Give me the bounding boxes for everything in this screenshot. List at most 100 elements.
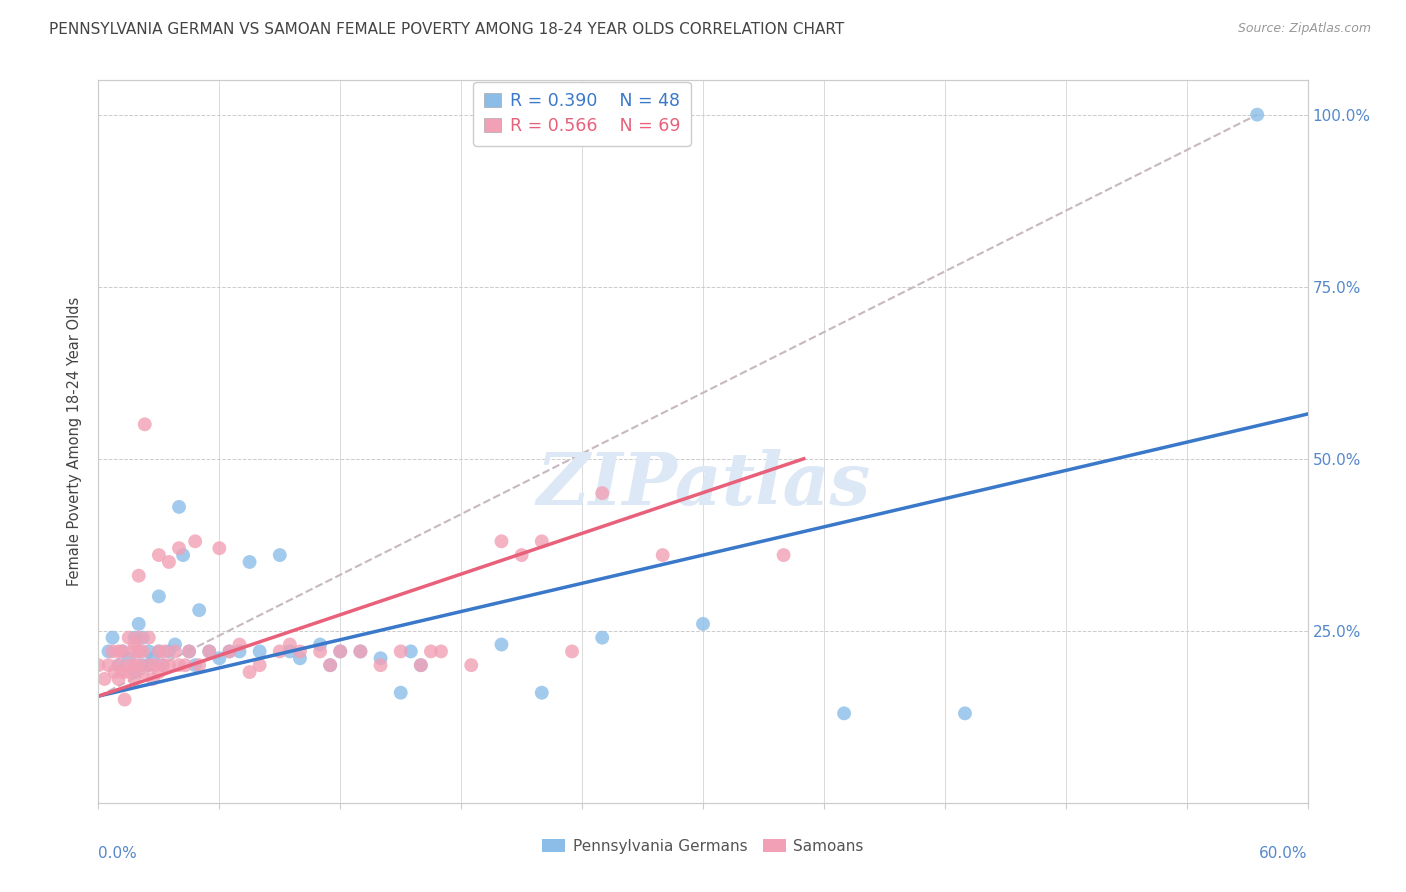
Point [148,644,170,658]
Point [124,631,146,645]
Point [239,555,262,569]
Point [114,692,136,706]
Point [179,644,201,658]
Point [103,665,125,679]
Point [370,658,392,673]
Point [118,658,141,673]
Point [138,658,160,673]
Point [953,706,976,721]
Point [128,616,150,631]
Point [153,644,176,658]
Point [124,638,146,652]
Point [309,638,332,652]
Point [184,658,207,673]
Point [188,603,211,617]
Point [121,644,143,658]
Point [491,638,513,652]
Point [138,644,160,658]
Point [163,644,186,658]
Point [124,665,146,679]
Point [132,644,155,658]
Point [124,672,146,686]
Text: Source: ZipAtlas.com: Source: ZipAtlas.com [1237,22,1371,36]
Point [288,651,311,665]
Point [143,658,166,673]
Point [107,644,129,658]
Point [329,644,352,658]
Point [184,534,207,549]
Point [134,417,156,432]
Point [370,651,392,665]
Point [107,658,129,673]
Text: ZIPatlas: ZIPatlas [536,450,870,520]
Point [111,644,134,658]
Point [319,658,342,673]
Point [692,616,714,631]
Point [430,644,453,658]
Point [128,644,150,658]
Point [142,651,165,665]
Point [157,644,180,658]
Point [329,644,352,658]
Point [138,658,160,673]
Text: 0.0%: 0.0% [98,847,138,861]
Point [269,644,291,658]
Point [309,644,332,658]
Point [591,631,613,645]
Point [349,644,371,658]
Point [188,658,211,673]
Point [198,644,221,658]
Point [239,665,262,679]
Point [530,534,553,549]
Point [128,631,150,645]
Point [651,548,673,562]
Point [107,672,129,686]
Point [772,548,794,562]
Point [269,548,291,562]
Point [228,638,250,652]
Point [208,541,231,556]
Legend: Pennsylvania Germans, Samoans: Pennsylvania Germans, Samoans [536,833,870,860]
Text: PENNSYLVANIA GERMAN VS SAMOAN FEMALE POVERTY AMONG 18-24 YEAR OLDS CORRELATION C: PENNSYLVANIA GERMAN VS SAMOAN FEMALE POV… [49,22,845,37]
Point [87,658,110,673]
Point [97,644,120,658]
Point [174,658,197,673]
Point [460,658,482,673]
Point [93,672,115,686]
Point [157,658,180,673]
Point [561,644,583,658]
Point [172,548,194,562]
Point [157,555,180,569]
Point [152,658,174,673]
Point [128,644,150,658]
Point [163,638,186,652]
Point [218,644,240,658]
Point [101,644,124,658]
Point [288,644,311,658]
Point [389,644,412,658]
Point [832,706,855,721]
Point [167,500,190,514]
Point [148,665,170,679]
Text: 60.0%: 60.0% [1260,847,1308,861]
Point [319,658,342,673]
Point [198,644,221,658]
Point [409,658,432,673]
Point [128,568,150,582]
Point [128,658,150,673]
Point [132,658,155,673]
Point [591,486,613,500]
Point [530,686,553,700]
Point [124,658,146,673]
Point [132,665,155,679]
Point [152,658,174,673]
Point [132,631,155,645]
Point [218,644,240,658]
Point [249,644,271,658]
Point [142,672,165,686]
Y-axis label: Female Poverty Among 18-24 Year Olds: Female Poverty Among 18-24 Year Olds [67,297,83,586]
Point [167,541,190,556]
Point [111,665,134,679]
Point [148,590,170,604]
Point [278,638,301,652]
